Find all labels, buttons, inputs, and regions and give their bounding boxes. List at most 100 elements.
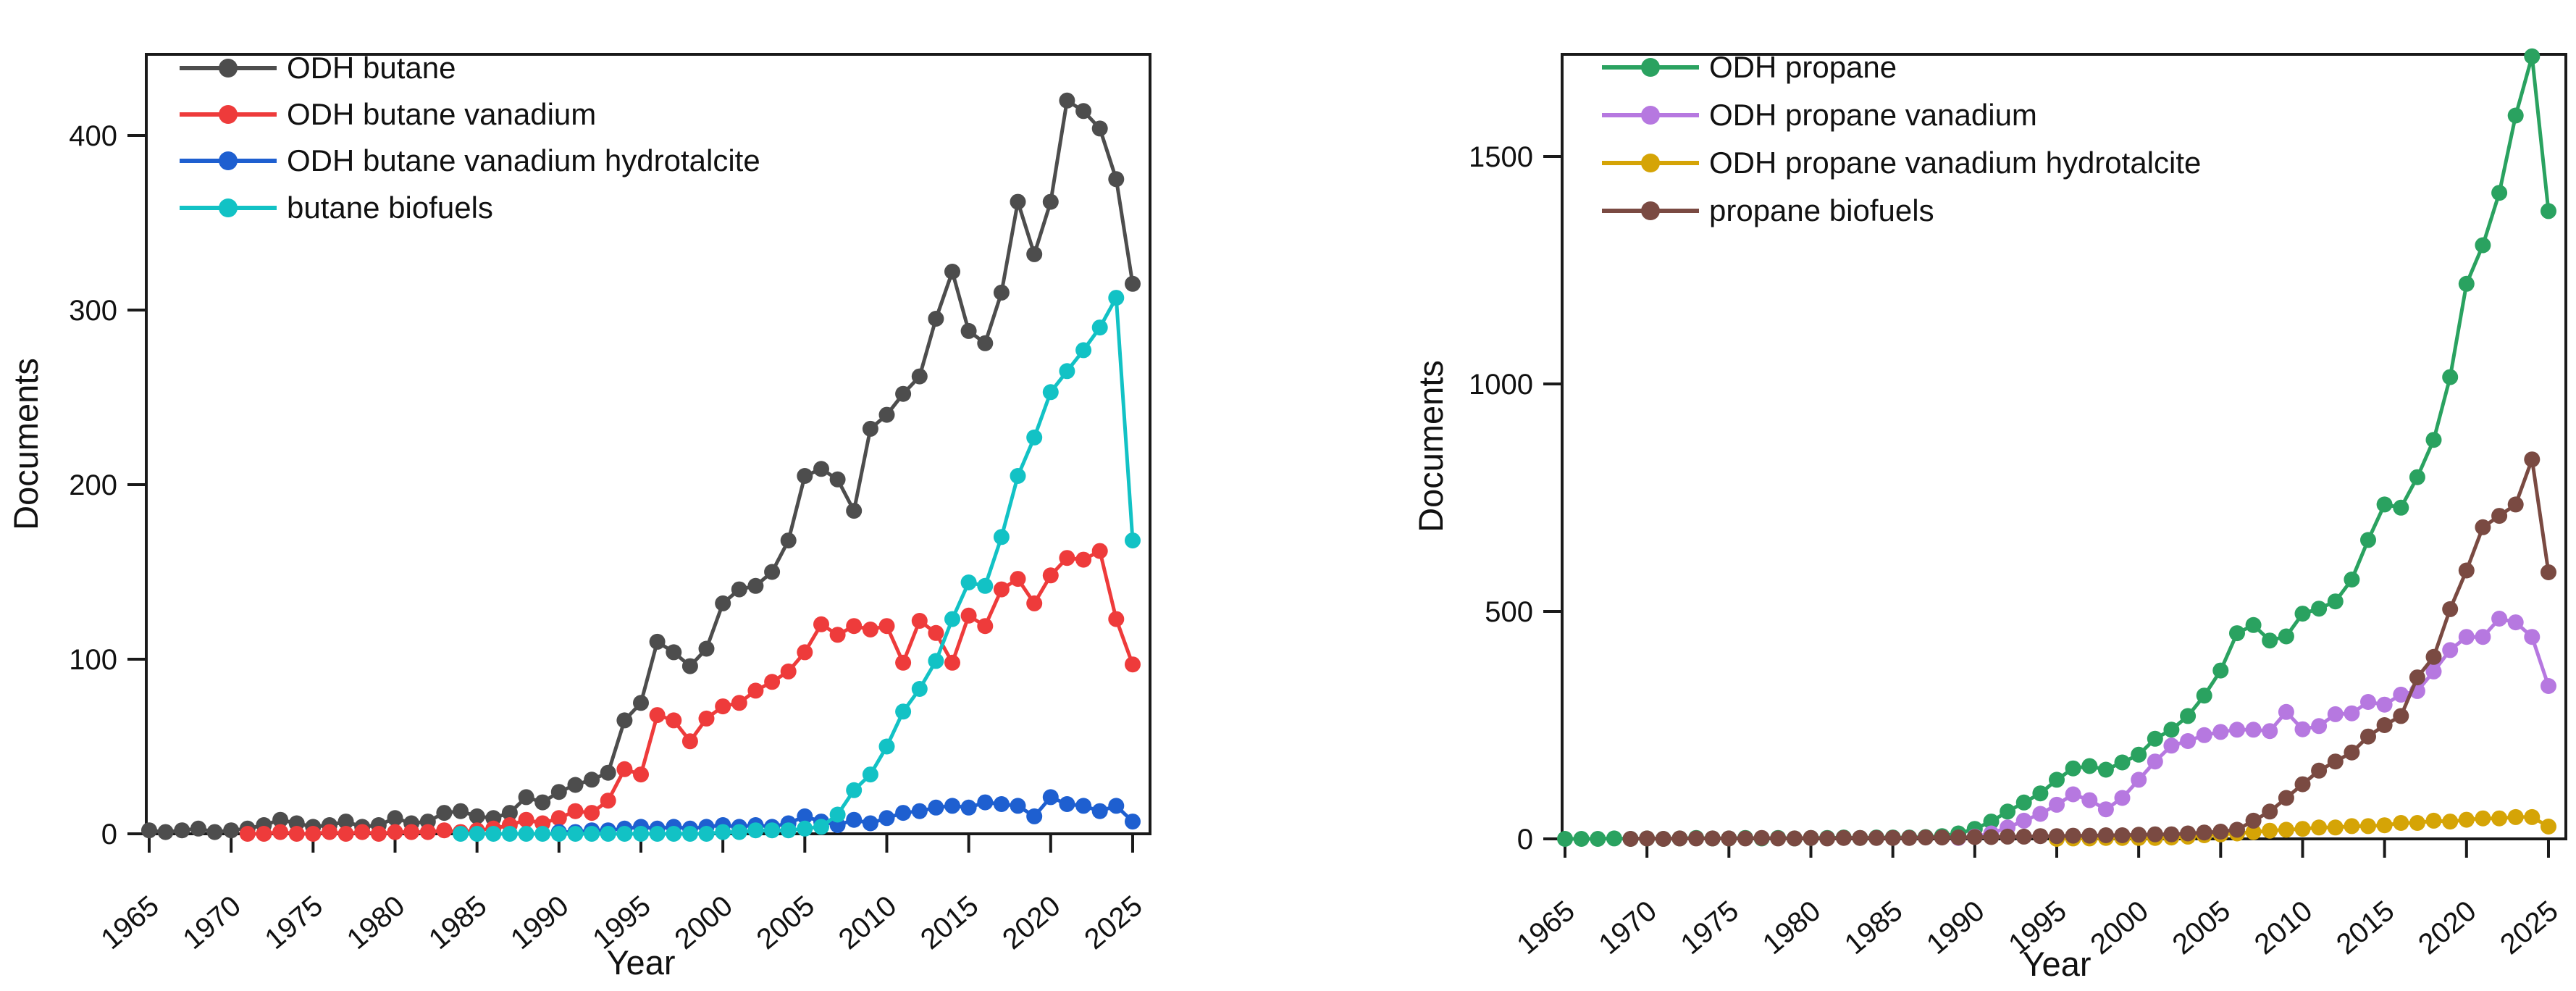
- y-axis-title: Documents: [7, 358, 45, 530]
- series-marker: [600, 764, 616, 781]
- series-marker: [518, 789, 534, 806]
- series-marker: [731, 695, 747, 711]
- series-marker: [2344, 744, 2360, 761]
- series-marker: [681, 733, 698, 750]
- series-marker: [436, 805, 453, 821]
- series-marker: [2327, 706, 2344, 722]
- series-marker: [666, 644, 682, 661]
- series-marker: [141, 822, 157, 839]
- series-marker: [2245, 722, 2262, 738]
- series-marker: [1803, 829, 1819, 846]
- series-marker: [977, 618, 994, 635]
- series-marker: [993, 581, 1010, 598]
- series-marker: [2442, 369, 2459, 385]
- series-marker: [813, 461, 829, 477]
- series-marker: [174, 822, 190, 839]
- series-marker: [2229, 625, 2245, 642]
- x-tick-label: 2015: [915, 890, 984, 956]
- x-tick-label: 2005: [751, 890, 821, 956]
- legend-marker-dot: [219, 151, 238, 170]
- series-marker: [2097, 801, 2114, 818]
- series-marker: [2541, 564, 2556, 580]
- series-marker: [1868, 829, 1884, 846]
- series-marker: [1108, 611, 1125, 627]
- series-marker: [928, 799, 944, 816]
- series-marker: [1091, 319, 1108, 336]
- series-marker: [1010, 798, 1026, 814]
- series-marker: [1010, 193, 1026, 210]
- series-marker: [633, 766, 649, 783]
- series-marker: [272, 811, 289, 828]
- series-marker: [1125, 656, 1141, 673]
- series-marker: [2311, 762, 2328, 779]
- x-tick-label: 2005: [2167, 895, 2236, 961]
- series-line: [1630, 457, 2551, 841]
- series-marker: [550, 810, 567, 827]
- series-marker: [1655, 831, 1671, 847]
- series-marker: [1075, 103, 1092, 120]
- series-marker: [616, 826, 633, 842]
- series-marker: [2393, 499, 2409, 516]
- series-marker: [584, 826, 600, 842]
- series-marker: [960, 607, 977, 624]
- series-marker: [1884, 829, 1901, 846]
- series-marker: [322, 824, 337, 840]
- series-marker: [2327, 753, 2344, 770]
- series-marker: [2541, 203, 2556, 219]
- series-marker: [1091, 120, 1108, 137]
- series-marker: [2015, 794, 2032, 811]
- series-marker: [911, 613, 928, 629]
- series-marker: [960, 574, 977, 590]
- y-tick-label: 500: [1485, 596, 1533, 628]
- series-marker: [2278, 821, 2294, 838]
- series-marker: [764, 674, 781, 690]
- series-marker: [2393, 686, 2409, 703]
- series-marker: [1819, 830, 1836, 847]
- series-marker: [2311, 819, 2328, 836]
- series-marker: [878, 810, 895, 827]
- series-marker: [1835, 829, 1852, 846]
- series-marker: [1042, 789, 1059, 806]
- series-marker: [1026, 246, 1043, 262]
- x-tick-label: 1990: [1921, 895, 1990, 961]
- series-marker: [256, 826, 272, 842]
- series-marker: [2097, 827, 2114, 843]
- series-marker: [2393, 708, 2409, 724]
- series-marker: [829, 806, 846, 823]
- series-marker: [633, 826, 649, 842]
- legend-marker-dot: [1641, 201, 1660, 220]
- series-marker: [2475, 810, 2491, 827]
- series-marker: [2541, 678, 2556, 694]
- legend-label: ODH propane vanadium hydrotalcite: [1709, 146, 2201, 180]
- series-marker: [731, 581, 747, 598]
- series-marker: [2491, 508, 2508, 524]
- series-marker: [1737, 830, 1753, 847]
- series-marker: [2032, 785, 2049, 802]
- series-marker: [2376, 496, 2393, 513]
- series-marker: [2081, 827, 2098, 844]
- series-marker: [977, 577, 994, 594]
- series-marker: [1622, 831, 1639, 847]
- series-line: [461, 296, 1135, 836]
- series-marker: [862, 766, 878, 783]
- legend-label: ODH propane: [1709, 50, 1897, 84]
- series-marker: [1753, 829, 1770, 846]
- series-marker: [1125, 275, 1141, 292]
- series-marker: [944, 798, 960, 814]
- series-marker: [567, 803, 584, 819]
- series-marker: [2524, 808, 2541, 825]
- series-marker: [2163, 722, 2180, 738]
- series-marker: [2065, 827, 2081, 844]
- series-marker: [1606, 830, 1622, 847]
- series-marker: [2114, 827, 2131, 843]
- series-marker: [878, 406, 895, 423]
- series-marker: [1639, 830, 1656, 847]
- series-marker: [1075, 798, 1092, 814]
- series-marker: [1983, 829, 2000, 845]
- series-marker: [600, 826, 616, 842]
- legend-marker-dot: [219, 59, 238, 78]
- series-marker: [2212, 824, 2229, 840]
- series-marker: [485, 826, 502, 842]
- series-marker: [2376, 817, 2393, 834]
- series-marker: [501, 805, 518, 821]
